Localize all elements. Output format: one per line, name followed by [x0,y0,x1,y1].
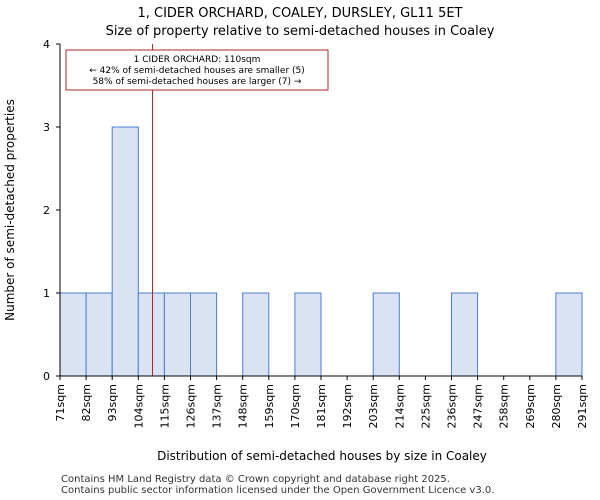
x-tick-label: 170sqm [289,384,302,428]
footer-line-2: Contains public sector information licen… [61,485,495,496]
bar-104sqm [137,292,165,377]
bar-280sqm [555,292,583,377]
annotation-line-3: 58% of semi-detached houses are larger (… [93,77,302,87]
x-tick-label: 247sqm [472,384,485,428]
bar-115sqm [163,292,191,377]
bars-group [59,126,583,377]
annotation-box: 1 CIDER ORCHARD: 110sqm ← 42% of semi-de… [65,49,329,91]
x-tick-label: 159sqm [263,384,276,428]
y-axis-label: Number of semi-detached properties [3,99,17,321]
x-tick-label: 104sqm [132,384,145,428]
y-tick-label: 4 [43,38,50,51]
bar-93sqm [111,126,139,377]
x-tick-label: 225sqm [419,384,432,428]
y-tick-label: 3 [43,121,50,134]
x-tick-label: 258sqm [498,384,511,428]
chart-subtitle: Size of property relative to semi-detach… [106,24,495,39]
y-tick-label: 0 [43,370,50,383]
x-tick-label: 181sqm [315,384,328,428]
y-tick-label: 2 [43,204,50,217]
x-tick-label: 291sqm [576,384,589,428]
bar-82sqm [85,292,113,377]
bar-203sqm [372,292,400,377]
y-tick-label: 1 [43,287,50,300]
x-tick-label: 93sqm [106,384,119,421]
bar-71sqm [59,292,87,377]
x-tick-label: 126sqm [185,384,198,428]
x-tick-label: 203sqm [367,384,380,428]
x-tick-label: 82sqm [80,384,93,421]
footer-line-1: Contains HM Land Registry data © Crown c… [61,474,450,485]
x-axis-label: Distribution of semi-detached houses by … [157,449,487,463]
bar-236sqm [451,292,479,377]
x-ticks-group: 71sqm 82sqm 93sqm 104sqm 115sqm 126sqm 137sqm 1… [54,376,589,428]
annotation-line-2: ← 42% of semi-detached houses are smalle… [89,66,305,76]
x-tick-label: 236sqm [446,384,459,428]
x-tick-label: 71sqm [54,384,67,421]
x-tick-label: 137sqm [211,384,224,428]
y-ticks-group: 0 1 2 3 4 [43,38,60,383]
x-tick-label: 115sqm [158,384,171,428]
x-tick-label: 280sqm [550,384,563,428]
bar-170sqm [294,292,322,377]
annotation-line-1: 1 CIDER ORCHARD: 110sqm [134,55,261,65]
x-tick-label: 214sqm [393,384,406,428]
bar-148sqm [242,292,270,377]
x-tick-label: 148sqm [237,384,250,428]
bar-126sqm [190,292,218,377]
chart-title: 1, CIDER ORCHARD, COALEY, DURSLEY, GL11 … [137,6,462,21]
x-tick-label: 269sqm [524,384,537,428]
x-tick-label: 192sqm [341,384,354,428]
